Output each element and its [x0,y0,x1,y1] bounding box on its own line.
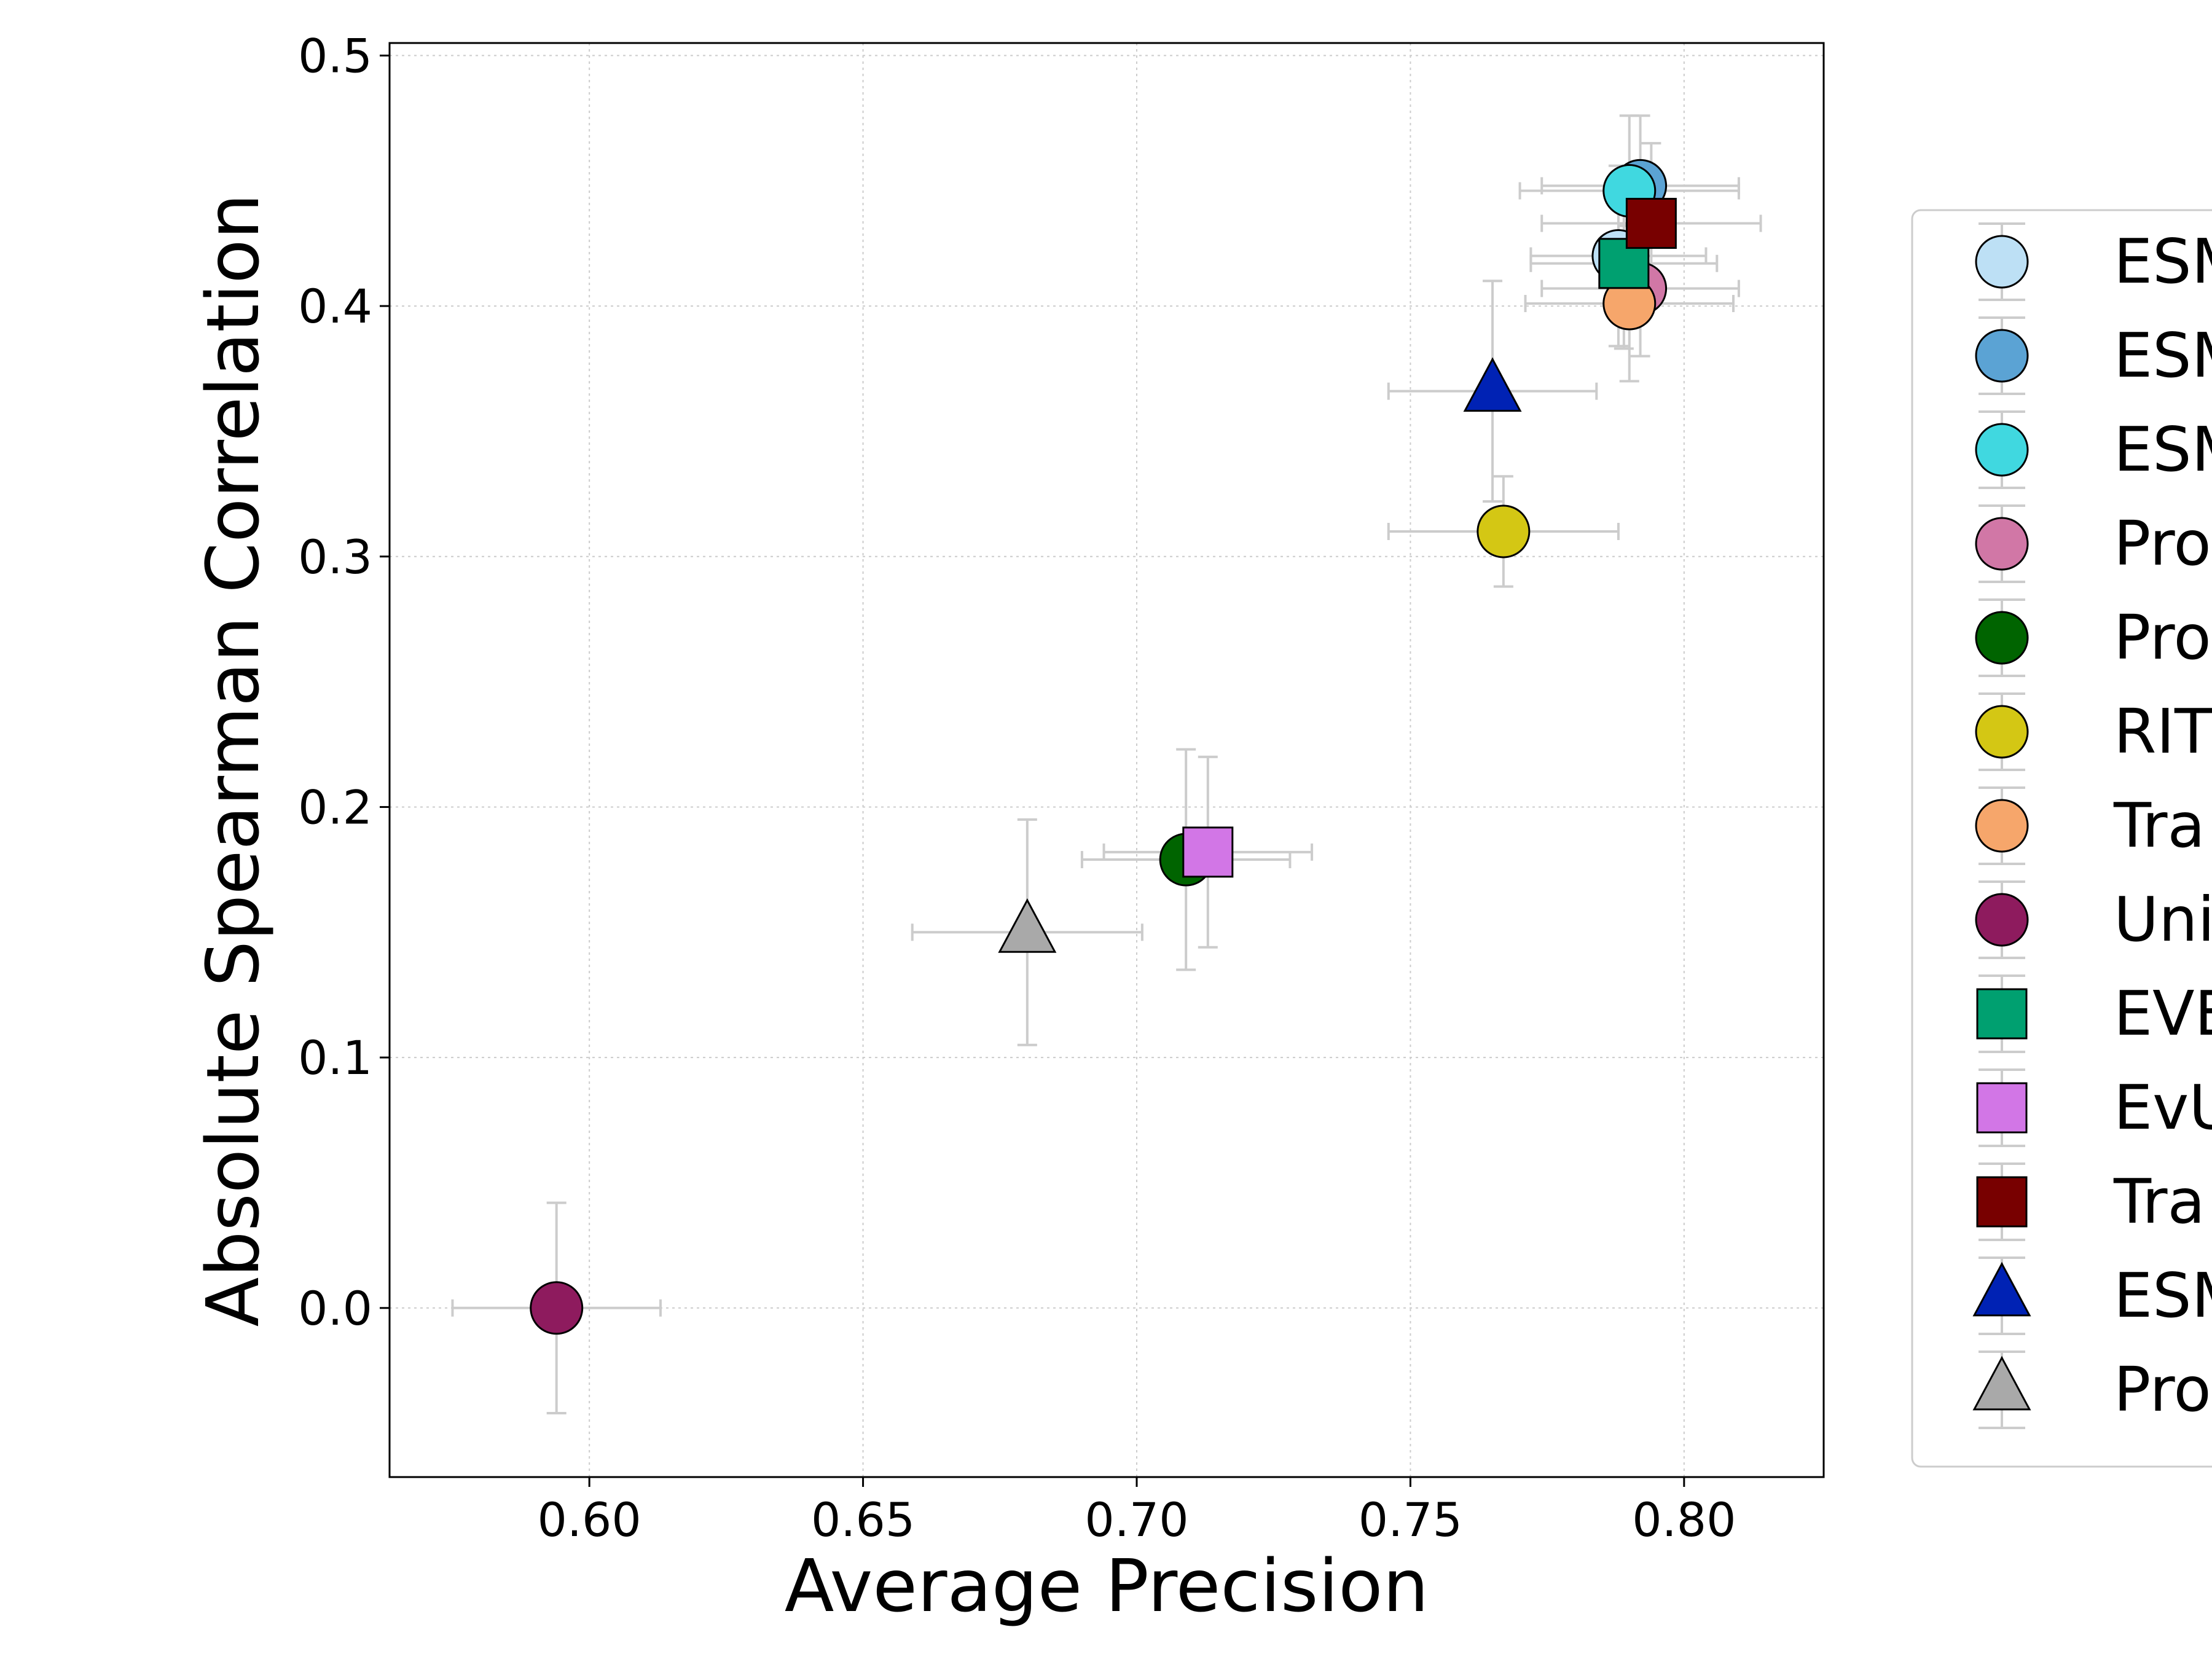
legend-label: EVE [2114,978,2212,1049]
legend-item: Tra [1976,1162,2205,1241]
y-axis-label: Absolute Spearman Correlation [190,194,275,1327]
legend-item: Pro [1975,504,2211,583]
data-point [998,898,1057,953]
legend-marker [1975,705,2029,759]
y-tick-label: 0.5 [298,28,372,83]
x-tick-label: 0.70 [1084,1492,1188,1547]
legend-item: ESM [1972,1256,2212,1335]
legend-item: Uni [1975,880,2212,959]
legend-label: Pro [2114,508,2211,579]
y-tick-label: 0.1 [298,1030,372,1085]
data-point [530,1281,584,1335]
x-tick-label: 0.60 [538,1492,641,1547]
legend-marker [1972,1261,2031,1317]
legend-item: EVE [1976,974,2212,1053]
legend-marker [1976,1176,2028,1228]
legend: ESM ESM ESM Pro Pro RIT Tra Uni EVE EvU Tra ESM Pro [1911,209,2212,1468]
legend-item: EvU [1976,1068,2212,1147]
legend-item: ESM [1975,410,2212,489]
legend-item: Pro [1972,1350,2211,1429]
legend-item: Pro [1975,598,2211,677]
y-tick-label: 0.2 [298,780,372,834]
y-tick-label: 0.0 [298,1281,372,1336]
legend-label: Tra [2113,1166,2205,1237]
legend-marker [1975,517,2029,571]
legend-label: ESM [2114,1260,2212,1331]
legend-marker [1975,799,2029,853]
ticks-layer: 0.60 0.65 0.70 0.75 0.80 0.0 0.1 0.2 0.3 0.4 0.5 [298,28,1736,1547]
y-tick-label: 0.4 [298,279,372,334]
data-point [1477,504,1531,559]
legend-item: ESM [1975,316,2212,395]
legend-marker [1975,611,2029,665]
data-point [1463,357,1522,412]
legend-marker [1975,235,2029,289]
legend-marker [1972,1355,2031,1411]
legend-label: ESM [2114,414,2212,485]
legend-label: ESM [2114,319,2212,391]
plot-frame [388,42,1825,1478]
legend-item: ESM [1975,222,2212,301]
legend-label: Uni [2114,884,2212,955]
legend-item: Tra [1975,786,2205,865]
x-axis-label: Average Precision [785,1543,1429,1628]
data-point [1182,826,1234,878]
legend-marker [1976,988,2028,1040]
legend-label: EvU [2114,1072,2212,1143]
x-tick-label: 0.75 [1359,1492,1462,1547]
legend-marker [1975,423,2029,477]
y-tick-label: 0.3 [298,530,372,584]
x-tick-label: 0.65 [811,1492,915,1547]
legend-item: RIT [1975,692,2212,771]
legend-marker [1975,893,2029,947]
x-tick-label: 0.80 [1632,1492,1736,1547]
legend-label: Tra [2113,790,2205,861]
legend-marker [1976,1082,2028,1134]
legend-label: ESM [2114,225,2212,297]
legend-items: ESM ESM ESM Pro Pro RIT Tra Uni EVE EvU Tra ESM Pro [1972,222,2212,1429]
markers-layer [530,159,1677,1335]
legend-label: Pro [2114,1354,2211,1425]
legend-label: Pro [2114,602,2211,673]
legend-marker [1975,329,2029,383]
data-point [1625,198,1677,249]
error-bars-layer [451,114,1762,1415]
legend-label: RIT [2114,696,2212,767]
